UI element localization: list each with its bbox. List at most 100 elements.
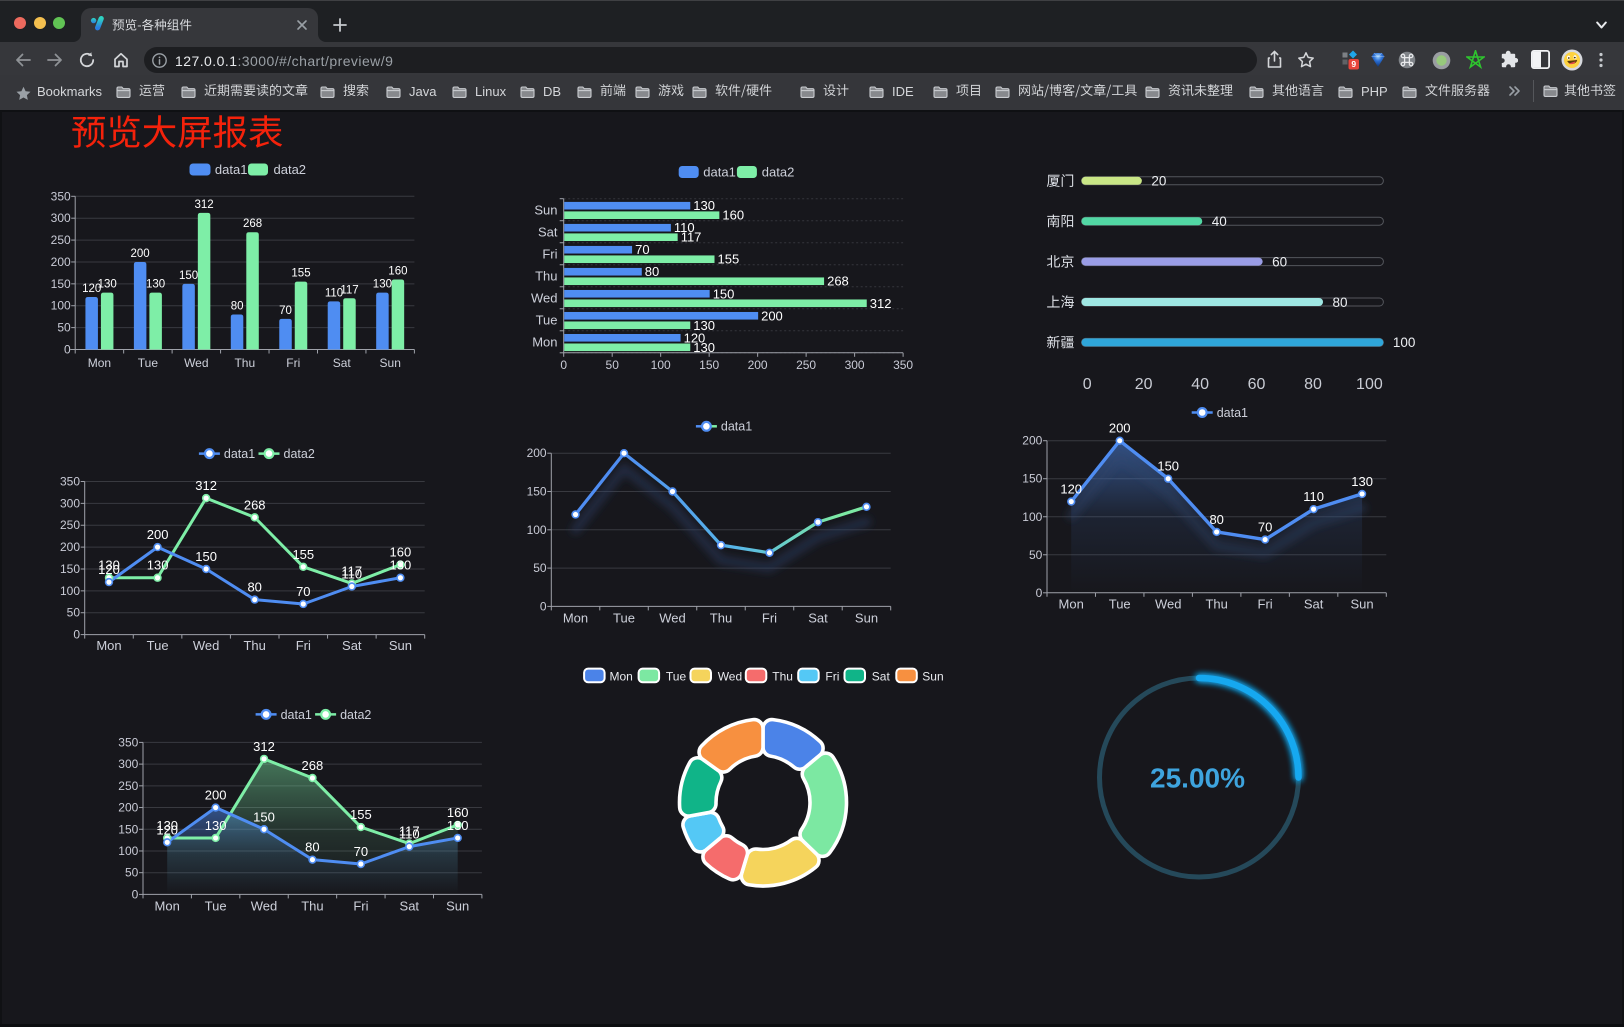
svg-text:0: 0 xyxy=(132,887,139,901)
svg-text:Fri: Fri xyxy=(296,638,311,653)
svg-text:200: 200 xyxy=(60,540,80,554)
svg-text:Mon: Mon xyxy=(155,899,180,914)
svg-text:200: 200 xyxy=(205,788,227,803)
svg-text:0: 0 xyxy=(1036,586,1043,600)
svg-text:Sat: Sat xyxy=(872,670,891,684)
svg-text:150: 150 xyxy=(253,809,275,824)
svg-text:150: 150 xyxy=(118,822,138,836)
svg-text:Sun: Sun xyxy=(855,611,878,626)
svg-text:130: 130 xyxy=(147,558,169,573)
svg-text:Thu: Thu xyxy=(243,638,265,653)
svg-text:110: 110 xyxy=(325,287,343,299)
svg-text:130: 130 xyxy=(390,558,412,573)
svg-text:0: 0 xyxy=(540,599,547,613)
svg-text:Mon: Mon xyxy=(1059,597,1084,612)
svg-text:Sun: Sun xyxy=(534,203,557,218)
svg-text:data2: data2 xyxy=(762,165,795,180)
svg-text:Sat: Sat xyxy=(342,638,362,653)
svg-text:250: 250 xyxy=(118,779,138,793)
svg-text:data1: data1 xyxy=(703,165,736,180)
svg-text:200: 200 xyxy=(147,527,169,542)
svg-text:Tue: Tue xyxy=(613,611,635,626)
svg-text:160: 160 xyxy=(390,545,412,560)
svg-text:250: 250 xyxy=(51,233,71,247)
svg-text:Thu: Thu xyxy=(710,611,732,626)
svg-text:data2: data2 xyxy=(284,447,315,461)
svg-text:150: 150 xyxy=(1022,472,1042,486)
svg-text:Sun: Sun xyxy=(380,356,401,370)
svg-text:300: 300 xyxy=(51,211,71,225)
svg-text:Thu: Thu xyxy=(1205,597,1227,612)
svg-text:70: 70 xyxy=(296,584,310,599)
svg-text:Mon: Mon xyxy=(96,638,121,653)
svg-text:100: 100 xyxy=(60,584,80,598)
svg-text:100: 100 xyxy=(527,523,547,537)
svg-text:Wed: Wed xyxy=(718,670,742,684)
svg-text:150: 150 xyxy=(699,358,719,372)
svg-text:Fri: Fri xyxy=(286,356,300,370)
svg-text:250: 250 xyxy=(796,358,816,372)
svg-text:130: 130 xyxy=(693,340,715,355)
svg-text:data1: data1 xyxy=(215,162,248,177)
svg-text:350: 350 xyxy=(60,475,80,489)
svg-text:data1: data1 xyxy=(224,447,255,461)
svg-text:110: 110 xyxy=(341,567,362,582)
svg-text:0: 0 xyxy=(1083,376,1092,393)
svg-text:Sat: Sat xyxy=(808,611,828,626)
svg-text:20: 20 xyxy=(1135,376,1153,393)
svg-text:Sat: Sat xyxy=(1304,597,1324,612)
svg-text:Thu: Thu xyxy=(535,269,557,284)
svg-text:Wed: Wed xyxy=(1155,597,1182,612)
svg-text:120: 120 xyxy=(82,283,101,295)
svg-text:120: 120 xyxy=(1060,482,1082,497)
svg-text:50: 50 xyxy=(606,358,620,372)
svg-text:Tue: Tue xyxy=(536,313,558,328)
svg-text:80: 80 xyxy=(305,840,319,855)
svg-text:70: 70 xyxy=(635,242,649,257)
svg-text:Fri: Fri xyxy=(825,670,839,684)
svg-text:110: 110 xyxy=(674,220,695,235)
svg-text:70: 70 xyxy=(279,305,292,317)
svg-text:Sun: Sun xyxy=(922,670,943,684)
svg-text:100: 100 xyxy=(651,358,671,372)
svg-text:100: 100 xyxy=(1356,376,1383,393)
svg-text:80: 80 xyxy=(1209,512,1223,527)
svg-text:data1: data1 xyxy=(721,420,752,434)
svg-text:data1: data1 xyxy=(1217,406,1248,420)
svg-text:Tue: Tue xyxy=(1109,597,1131,612)
svg-text:Thu: Thu xyxy=(234,356,255,370)
svg-text:50: 50 xyxy=(1029,548,1043,562)
svg-text:200: 200 xyxy=(748,358,768,372)
svg-text:Tue: Tue xyxy=(205,899,227,914)
svg-text:data2: data2 xyxy=(274,162,307,177)
svg-text:Fri: Fri xyxy=(1258,597,1273,612)
svg-text:Mon: Mon xyxy=(88,356,111,370)
svg-text:300: 300 xyxy=(60,496,80,510)
svg-text:Fri: Fri xyxy=(542,247,557,262)
svg-text:25.00%: 25.00% xyxy=(1150,763,1245,794)
svg-text:200: 200 xyxy=(51,255,71,269)
svg-text:312: 312 xyxy=(253,739,275,754)
svg-text:130: 130 xyxy=(373,279,392,291)
svg-text:0: 0 xyxy=(560,358,567,372)
svg-text:50: 50 xyxy=(67,606,81,620)
svg-text:312: 312 xyxy=(195,199,214,211)
svg-text:Sat: Sat xyxy=(333,356,352,370)
svg-text:Sat: Sat xyxy=(400,899,420,914)
svg-text:150: 150 xyxy=(60,562,80,576)
svg-text:100: 100 xyxy=(1022,510,1042,524)
svg-text:130: 130 xyxy=(1351,474,1373,489)
svg-text:Tue: Tue xyxy=(666,670,687,684)
svg-text:Wed: Wed xyxy=(659,611,686,626)
svg-text:117: 117 xyxy=(399,824,420,839)
svg-text:200: 200 xyxy=(761,308,783,323)
svg-text:268: 268 xyxy=(243,218,262,230)
svg-text:80: 80 xyxy=(1304,376,1322,393)
svg-text:60: 60 xyxy=(1272,254,1287,269)
svg-text:200: 200 xyxy=(527,446,547,460)
svg-text:130: 130 xyxy=(146,279,165,291)
svg-text:Sun: Sun xyxy=(389,638,412,653)
svg-text:data1: data1 xyxy=(281,708,312,722)
svg-text:80: 80 xyxy=(645,264,659,279)
svg-text:Sat: Sat xyxy=(538,225,558,240)
